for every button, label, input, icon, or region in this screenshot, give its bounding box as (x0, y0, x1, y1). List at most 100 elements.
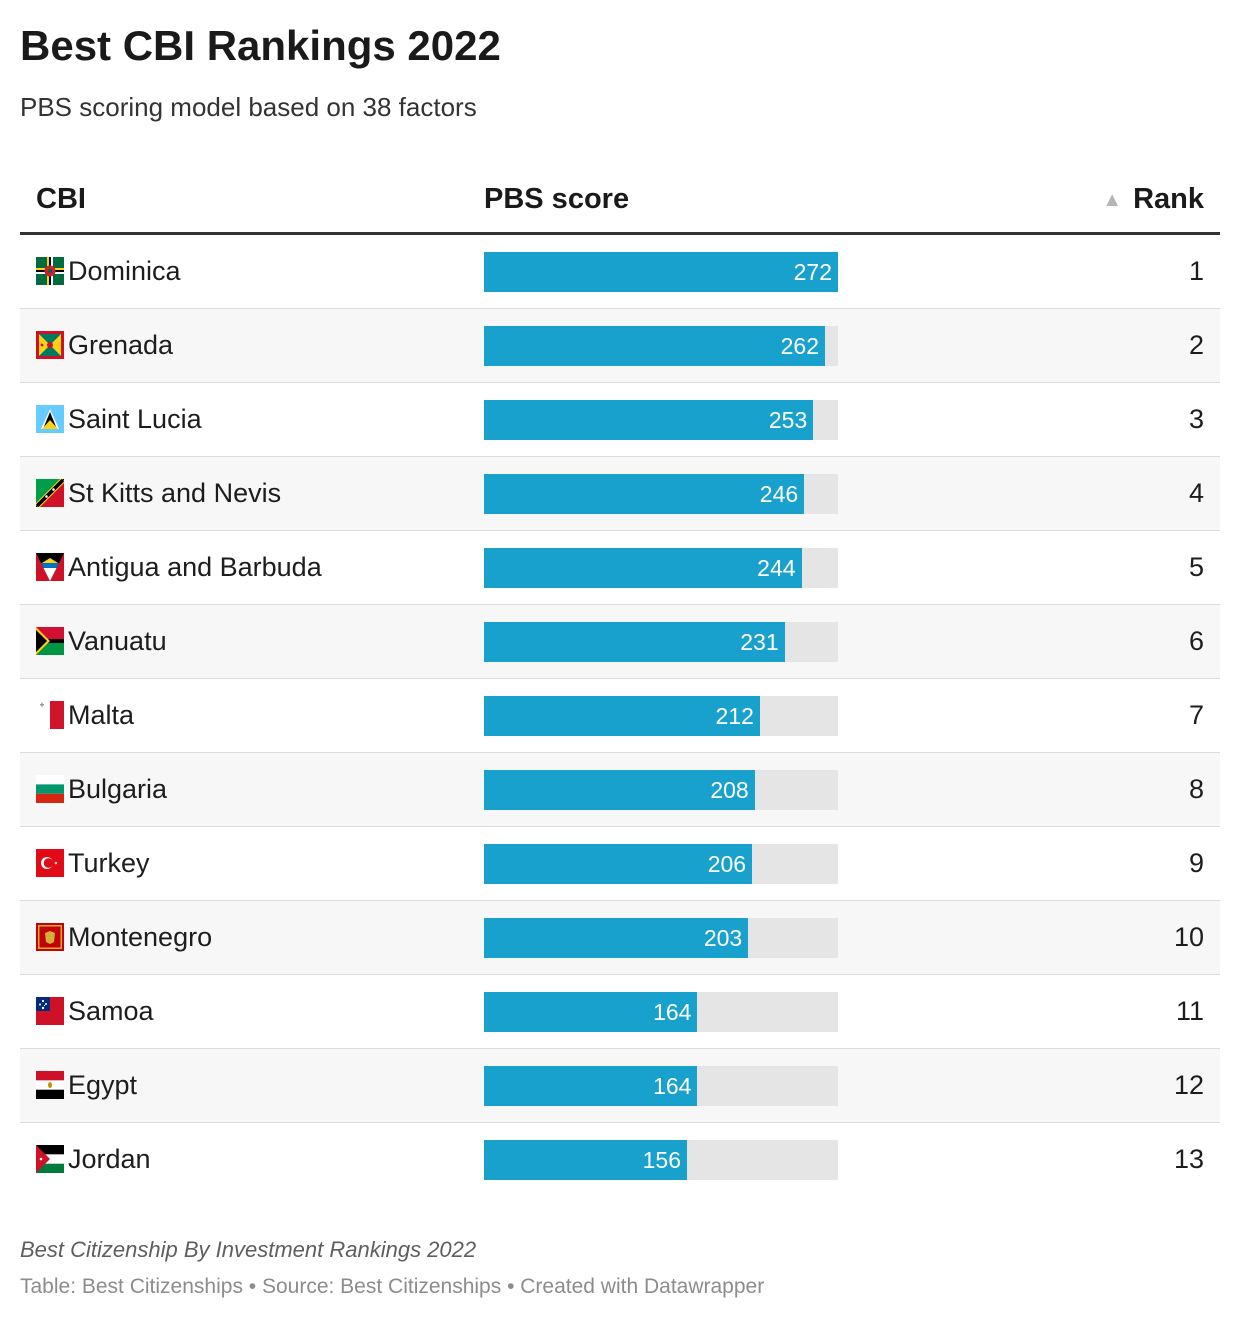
score-value-label: 272 (793, 259, 832, 285)
rank-value: 3 (1188, 404, 1204, 434)
score-value-label: 212 (715, 703, 754, 729)
antigua-and-barbuda-flag-icon (36, 553, 64, 581)
rank-value: 4 (1188, 478, 1204, 508)
column-header-pbs-score[interactable]: PBS score (484, 183, 630, 215)
cbi-name: Montenegro (68, 922, 213, 952)
chart-credits: Table: Best Citizenships • Source: Best … (20, 1275, 765, 1298)
egypt-flag-icon (36, 1071, 64, 1099)
score-bar-track: 272 (484, 252, 838, 292)
st-kitts-and-nevis-flag-icon (36, 479, 64, 507)
score-bar: 246 (484, 474, 805, 514)
cbi-name: Bulgaria (68, 774, 168, 804)
jordan-flag-icon (36, 1145, 64, 1173)
table-row: Jordan 156 13 (20, 1123, 1220, 1196)
cbi-name: Grenada (68, 330, 174, 360)
score-bar: 272 (484, 252, 838, 292)
cbi-name: Antigua and Barbuda (68, 552, 322, 582)
column-header-rank[interactable]: Rank (1133, 183, 1204, 215)
score-value-label: 206 (707, 851, 747, 877)
table-row: Antigua and Barbuda 244 5 (20, 531, 1220, 605)
score-bar: 164 (484, 1066, 698, 1106)
rank-value: 2 (1188, 330, 1204, 360)
score-bar-track: 206 (484, 844, 838, 884)
malta-flag-icon (36, 701, 64, 729)
score-bar-track: 262 (484, 326, 838, 366)
rank-value: 10 (1173, 922, 1204, 952)
table-row: Saint Lucia 253 3 (20, 383, 1220, 457)
score-bar: 262 (484, 326, 825, 366)
score-bar-track: 253 (484, 400, 838, 440)
table-header: CBI PBS score ▲ Rank (20, 170, 1220, 235)
score-bar: 253 (484, 400, 814, 440)
cbi-name: Malta (68, 700, 135, 730)
score-value-label: 156 (642, 1147, 682, 1173)
score-bar-track: 208 (484, 770, 838, 810)
score-bar: 203 (484, 918, 749, 958)
score-bar-track: 231 (484, 622, 838, 662)
dominica-flag-icon (36, 257, 64, 285)
score-bar-track: 164 (484, 1066, 838, 1106)
cbi-name: Samoa (68, 996, 154, 1026)
score-bar-track: 164 (484, 992, 838, 1032)
score-bar: 244 (484, 548, 802, 588)
score-value-label: 246 (759, 481, 799, 507)
chart-subtitle: PBS scoring model based on 38 factors (20, 92, 477, 122)
table-row: Montenegro 203 10 (20, 901, 1220, 975)
table-row: Samoa 164 11 (20, 975, 1220, 1049)
cbi-name: Turkey (68, 848, 150, 878)
table-row: Malta 212 7 (20, 679, 1220, 753)
score-value-label: 208 (710, 777, 749, 803)
rank-value: 5 (1188, 552, 1204, 582)
table-row: St Kitts and Nevis 246 4 (20, 457, 1220, 531)
score-bar-track: 212 (484, 696, 838, 736)
score-value-label: 164 (653, 1073, 692, 1099)
rank-value: 7 (1188, 700, 1204, 730)
samoa-flag-icon (36, 997, 64, 1025)
score-bar: 212 (484, 696, 760, 736)
score-value-label: 253 (768, 407, 808, 433)
score-bar-track: 156 (484, 1140, 838, 1180)
grenada-flag-icon (36, 331, 64, 359)
score-bar: 231 (484, 622, 785, 662)
rank-value: 11 (1175, 996, 1204, 1026)
cbi-name: St Kitts and Nevis (68, 478, 282, 508)
rank-value: 13 (1173, 1144, 1204, 1174)
vanuatu-flag-icon (36, 627, 64, 655)
score-bar: 208 (484, 770, 755, 810)
turkey-flag-icon (36, 849, 64, 877)
score-bar: 164 (484, 992, 698, 1032)
score-bar: 206 (484, 844, 753, 884)
rank-value: 12 (1173, 1070, 1204, 1100)
score-bar: 156 (484, 1140, 688, 1180)
cbi-name: Vanuatu (68, 626, 167, 656)
table-row: Egypt 164 12 (20, 1049, 1220, 1123)
table-body: Dominica 272 1 Grenada 262 2 Saint Lucia 253 3 St… (20, 235, 1220, 1196)
table-row: Grenada 262 2 (20, 309, 1220, 383)
cbi-name: Jordan (68, 1144, 151, 1174)
chart-title: Best CBI Rankings 2022 (20, 22, 501, 69)
score-value-label: 164 (653, 999, 692, 1025)
score-value-label: 244 (757, 555, 796, 581)
score-value-label: 262 (780, 333, 819, 359)
bulgaria-flag-icon (36, 775, 64, 803)
rank-value: 8 (1188, 774, 1204, 804)
sort-ascending-icon[interactable]: ▲ (1102, 189, 1122, 211)
table-row: Turkey 206 9 (20, 827, 1220, 901)
cbi-name: Dominica (68, 256, 181, 286)
rank-value: 1 (1188, 256, 1204, 286)
table-row: Bulgaria 208 8 (20, 753, 1220, 827)
column-header-cbi[interactable]: CBI (36, 183, 86, 215)
rank-value: 6 (1188, 626, 1204, 656)
score-bar-track: 246 (484, 474, 838, 514)
score-bar-track: 244 (484, 548, 838, 588)
score-value-label: 231 (740, 629, 779, 655)
cbi-name: Egypt (68, 1070, 138, 1100)
score-value-label: 203 (703, 925, 743, 951)
table-row: Vanuatu 231 6 (20, 605, 1220, 679)
montenegro-flag-icon (36, 923, 64, 951)
chart-notes: Best Citizenship By Investment Rankings … (20, 1237, 477, 1262)
table-row: Dominica 272 1 (20, 235, 1220, 309)
saint-lucia-flag-icon (36, 405, 64, 433)
cbi-name: Saint Lucia (68, 404, 202, 434)
rank-value: 9 (1188, 848, 1204, 878)
